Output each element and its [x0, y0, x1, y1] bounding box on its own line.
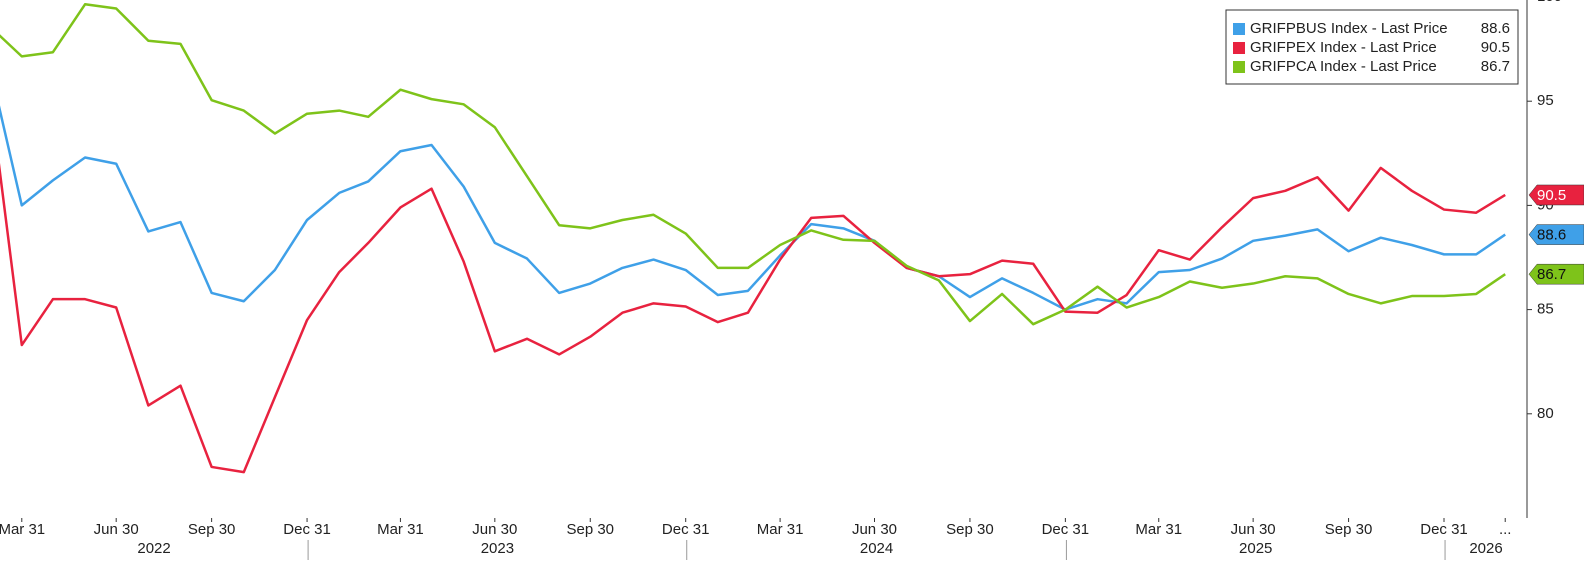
x-tick-label: Dec 31	[662, 521, 710, 538]
series-line	[0, 3, 1506, 326]
y-tick-label: 95	[1537, 92, 1554, 109]
legend-value: 90.5	[1481, 39, 1510, 56]
series-line	[0, 162, 1506, 474]
x-tick-label: Sep 30	[566, 521, 614, 538]
year-label: 2024	[860, 540, 893, 557]
last-value-label: 90.5	[1537, 187, 1566, 204]
year-label: 2025	[1239, 540, 1272, 557]
x-tick-label: Mar 31	[757, 521, 804, 538]
x-tick-label: ...	[1499, 521, 1512, 538]
legend-swatch	[1233, 61, 1245, 73]
last-value-tag	[1528, 263, 1584, 285]
year-label: 2022	[137, 540, 170, 557]
x-tick-label: Dec 31	[1420, 521, 1468, 538]
year-label: 2026	[1469, 540, 1502, 557]
legend-value: 88.6	[1481, 20, 1510, 37]
last-value-tag	[1528, 184, 1584, 206]
last-value-label: 88.6	[1537, 227, 1566, 244]
x-tick-label: Sep 30	[1325, 521, 1373, 538]
year-label: 2023	[481, 540, 514, 557]
x-tick-label: Mar 31	[377, 521, 424, 538]
x-tick-label: Jun 30	[472, 521, 517, 538]
x-tick-label: Jun 30	[94, 521, 139, 538]
legend-label: GRIFPBUS Index - Last Price	[1250, 20, 1448, 37]
x-tick-label: Mar 31	[1135, 521, 1182, 538]
y-tick-label: 100	[1537, 0, 1562, 5]
plot-area	[0, 3, 1506, 474]
x-tick-label: Jun 30	[852, 521, 897, 538]
series-line	[0, 105, 1506, 311]
y-tick-label: 80	[1537, 405, 1554, 422]
legend-swatch	[1233, 23, 1245, 35]
legend-swatch	[1233, 42, 1245, 54]
legend-label: GRIFPEX Index - Last Price	[1250, 39, 1437, 56]
last-value-tag	[1528, 224, 1584, 245]
x-tick-label: Jun 30	[1231, 521, 1276, 538]
legend-label: GRIFPCA Index - Last Price	[1250, 58, 1437, 75]
x-tick-label: Sep 30	[188, 521, 236, 538]
x-tick-label: Sep 30	[946, 521, 994, 538]
last-value-label: 86.7	[1537, 266, 1566, 283]
legend-value: 86.7	[1481, 58, 1510, 75]
x-tick-label: Dec 31	[283, 521, 331, 538]
y-tick-label: 85	[1537, 301, 1554, 318]
x-tick-label: Mar 31	[0, 521, 45, 538]
x-tick-label: Dec 31	[1042, 521, 1090, 538]
legend-box	[1225, 9, 1519, 85]
